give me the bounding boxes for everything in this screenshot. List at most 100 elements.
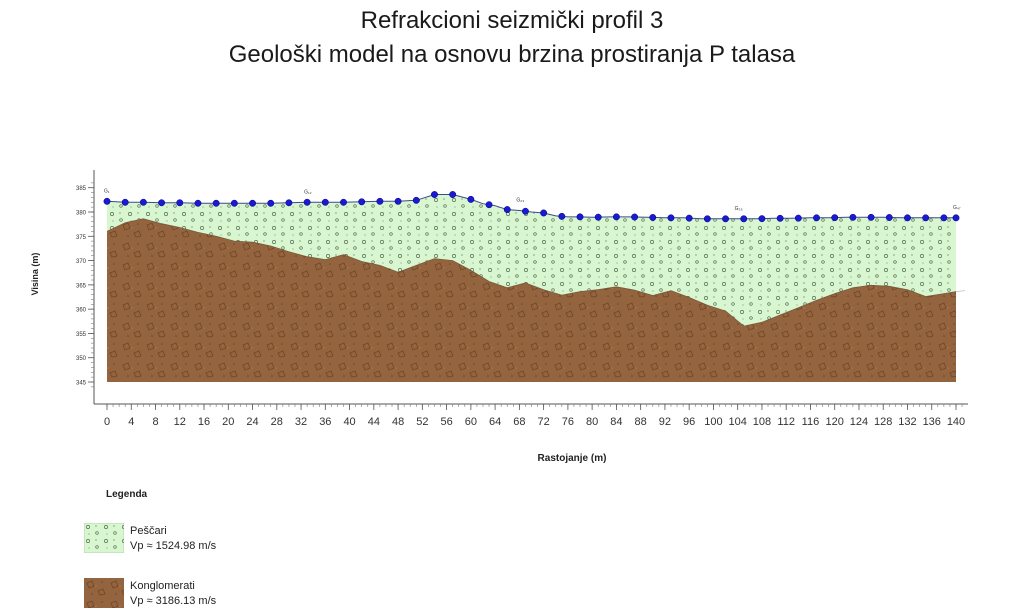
x-tick-label: 104	[729, 416, 747, 428]
x-tick-label: 108	[753, 416, 771, 428]
x-tick-label: 124	[850, 416, 868, 428]
y-tick-label: 375	[76, 235, 87, 241]
x-tick-label: 48	[392, 416, 404, 428]
geophone-point	[158, 199, 166, 207]
geophone-point	[722, 215, 730, 223]
x-tick-label: 96	[683, 416, 695, 428]
y-tick-label: 355	[76, 332, 87, 338]
geophone-point	[212, 199, 220, 207]
legend-title: Legenda	[106, 489, 148, 500]
x-tick-label: 64	[489, 416, 501, 428]
geophone-point	[867, 213, 875, 221]
geophone-point	[449, 191, 457, 198]
legend-item-conglomerate: Konglomerati Vp ≈ 3186.13 m/s	[130, 579, 216, 609]
x-tick-label: 116	[802, 416, 820, 428]
legend-sandstone-name: Peščari	[130, 525, 167, 537]
geophone-point	[321, 198, 329, 206]
geophone-label: G₃₅	[735, 206, 743, 212]
x-tick-label: 80	[586, 416, 598, 428]
geophone-point	[558, 212, 566, 220]
geophone-point	[758, 215, 766, 223]
y-axis-label: Visina (m)	[30, 253, 40, 296]
y-axis-label-svg: Visina (m)	[30, 253, 40, 296]
geophone-point	[631, 213, 639, 221]
geophone-point	[358, 198, 366, 206]
layer-sandstone	[107, 194, 956, 327]
y-tick-label: 360	[76, 308, 87, 314]
geophone-point	[267, 199, 275, 207]
geophone-point	[576, 213, 584, 221]
surface-line	[106, 194, 956, 220]
legend-sandstone-velocity: Vp ≈ 1524.98 m/s	[130, 540, 217, 552]
legend-conglomerate-name: Konglomerati	[130, 580, 195, 592]
x-tick-label: 136	[923, 416, 941, 428]
geophone-point	[952, 214, 960, 222]
geophone-point	[831, 214, 839, 222]
geophone-label: G₄₇	[953, 205, 961, 211]
x-tick-label: 12	[174, 416, 186, 428]
geophone-point	[485, 201, 493, 209]
geophone-point	[667, 214, 675, 222]
x-tick-label: 36	[319, 416, 331, 428]
geophone-point	[794, 214, 802, 222]
x-tick-label: 60	[465, 416, 477, 428]
geophone-point	[249, 199, 256, 207]
geophone-point	[849, 213, 857, 221]
geophone-label: G₁	[104, 188, 110, 194]
x-tick-label: 40	[343, 416, 355, 428]
x-tick-label: 0	[104, 416, 110, 428]
legend-conglomerate-velocity: Vp ≈ 3186.13 m/s	[130, 595, 217, 607]
legend-item-sandstone: Peščari Vp ≈ 1524.98 m/s	[130, 524, 216, 554]
geophone-point	[230, 199, 238, 207]
geophone-point	[467, 195, 475, 203]
x-tick-label: 100	[704, 416, 722, 428]
x-tick-label: 44	[368, 416, 380, 428]
geophone-label: G₁₂	[304, 189, 312, 195]
x-tick-label: 128	[874, 416, 892, 428]
geophone-point	[612, 213, 620, 221]
x-tick-label: 140	[947, 416, 965, 428]
y-tick-label: 380	[76, 211, 87, 217]
x-axis-label: Rastojanje (m)	[538, 453, 607, 464]
x-tick-label: 120	[826, 416, 844, 428]
geophone-point	[121, 198, 129, 206]
legend-swatch-conglomerate	[84, 578, 124, 608]
geophone-point	[540, 209, 548, 217]
y-tick-label: 350	[76, 356, 87, 362]
geophone-point	[703, 215, 711, 223]
geophone-point	[940, 214, 948, 222]
geophone-point	[431, 191, 438, 198]
geophone-point	[649, 214, 657, 221]
x-tick-label: 56	[440, 416, 452, 428]
geophone-point	[394, 197, 402, 205]
geophone-point	[412, 196, 420, 204]
geophone-point	[376, 197, 384, 205]
geophone-point	[885, 214, 893, 221]
x-tick-label: 16	[198, 416, 210, 428]
x-tick-label: 84	[610, 416, 622, 428]
x-tick-label: 4	[128, 416, 134, 428]
x-tick-label: 132	[898, 416, 916, 428]
geophone-point	[139, 198, 147, 206]
geophone-point	[594, 213, 602, 221]
x-tick-label: 76	[562, 416, 574, 428]
chart-subtitle: Geološki model na osnovu brzina prostira…	[228, 41, 796, 68]
x-tick-label: 112	[777, 416, 795, 428]
geophone-point	[340, 198, 347, 206]
x-tick-label: 68	[513, 416, 525, 428]
layer-conglomerate	[107, 218, 956, 382]
y-tick-label: 365	[76, 283, 87, 289]
geophone-point	[776, 214, 784, 222]
y-tick-label: 370	[76, 259, 87, 265]
x-tick-label: 28	[271, 416, 283, 428]
geophone-point	[303, 198, 311, 206]
geophone-point	[285, 199, 293, 207]
geophone-point	[503, 206, 511, 214]
y-tick-label: 345	[76, 381, 87, 387]
x-tick-label: 24	[246, 416, 258, 428]
geophone-point	[740, 215, 748, 223]
geophone-point	[813, 214, 820, 222]
geophone-point	[685, 214, 693, 222]
geophone-point	[904, 214, 911, 222]
